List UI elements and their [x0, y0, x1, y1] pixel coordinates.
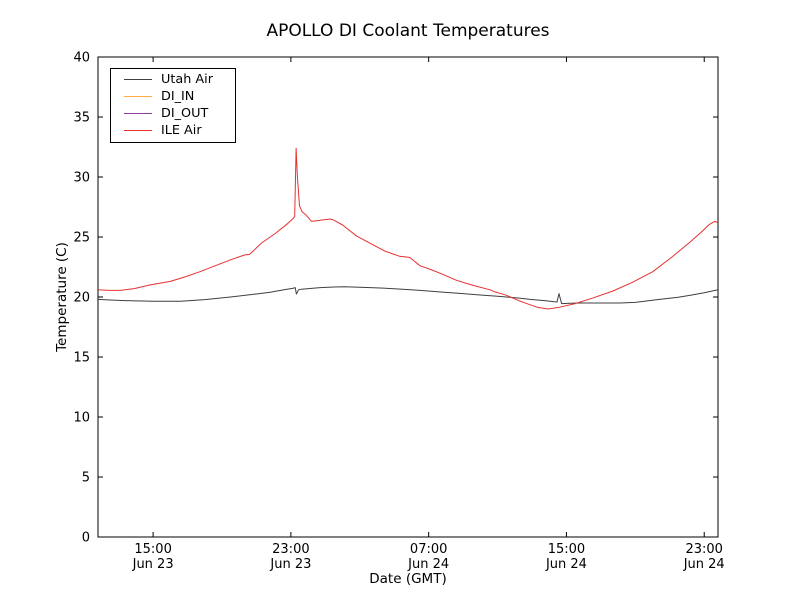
- legend-label: DI_IN: [161, 89, 195, 104]
- legend-item-di-in: DI_IN: [111, 88, 235, 105]
- y-tick-label: 25: [73, 231, 90, 246]
- chart-title: APOLLO DI Coolant Temperatures: [266, 21, 550, 41]
- series-line-utah-air: [97, 286, 719, 305]
- x-tick-date-label: Jun 24: [683, 557, 725, 572]
- series-line-ile-air: [97, 147, 719, 310]
- legend-line-swatch: [124, 96, 152, 97]
- legend-line-swatch: [124, 79, 152, 80]
- y-tick-label: 20: [73, 291, 90, 306]
- y-tick-label: 5: [82, 471, 90, 486]
- x-tick-date-label: Jun 24: [545, 557, 587, 572]
- x-tick-time-label: 23:00: [272, 542, 309, 557]
- x-tick-date-label: Jun 23: [132, 557, 174, 572]
- y-tick-label: 10: [73, 411, 90, 426]
- legend-item-di-out: DI_OUT: [111, 105, 235, 122]
- y-tick-label: 40: [73, 51, 90, 66]
- x-tick-time-label: 15:00: [134, 542, 171, 557]
- legend-line-swatch: [124, 130, 152, 131]
- y-tick-label: 30: [73, 171, 90, 186]
- y-tick-label: 15: [73, 351, 90, 366]
- y-tick-label: 35: [73, 111, 90, 126]
- y-tick-label: 0: [82, 531, 90, 546]
- x-tick-time-label: 23:00: [685, 542, 722, 557]
- x-tick-time-label: 07:00: [410, 542, 447, 557]
- x-tick-time-label: 15:00: [548, 542, 585, 557]
- legend-line-swatch: [124, 113, 152, 114]
- legend: Utah Air DI_IN DI_OUT ILE Air: [110, 68, 236, 143]
- legend-label: Utah Air: [161, 72, 213, 87]
- legend-label: ILE Air: [161, 123, 202, 138]
- legend-label: DI_OUT: [161, 106, 209, 121]
- legend-item-utah-air: Utah Air: [111, 71, 235, 88]
- x-axis-label: Date (GMT): [369, 571, 447, 587]
- legend-item-ile-air: ILE Air: [111, 122, 235, 139]
- x-tick-date-label: Jun 23: [269, 557, 311, 572]
- x-tick-date-label: Jun 24: [407, 557, 449, 572]
